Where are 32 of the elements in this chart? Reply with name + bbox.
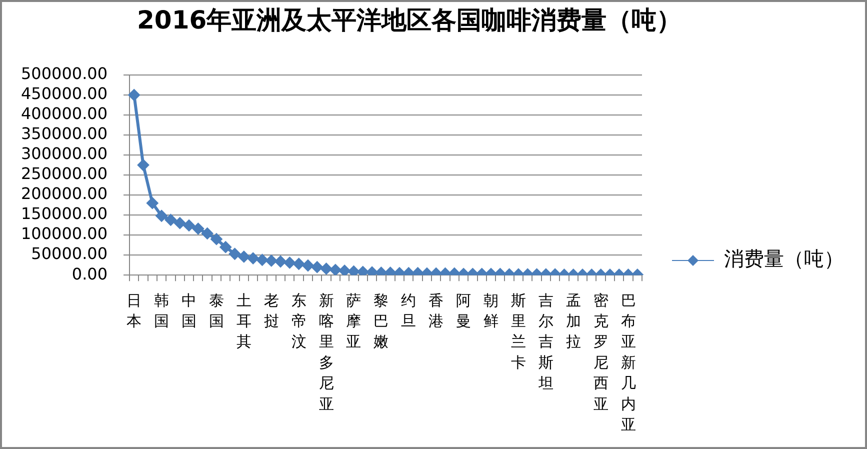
x-tick-label: 泰国 (208, 291, 224, 330)
y-tick-label: 500000.00 (20, 64, 108, 84)
legend-label: 消费量（吨） (724, 246, 844, 271)
x-tick-label: 孟加拉 (566, 291, 581, 351)
x-tick-label: 香港 (428, 291, 444, 330)
x-tick-label: 约旦 (401, 291, 416, 330)
y-tick-label: 100000.00 (20, 224, 108, 244)
x-tick-label: 吉尔吉斯坦 (537, 291, 554, 392)
x-tick-label: 韩国 (154, 291, 170, 330)
x-tick-label: 密克罗尼西亚 (593, 291, 608, 413)
x-tick-label: 土耳其 (236, 291, 252, 351)
x-tick-label: 老挝 (264, 291, 279, 330)
x-tick-label: 萨摩亚 (346, 291, 362, 351)
y-tick-label: 250000.00 (20, 164, 108, 184)
y-tick-label: 450000.00 (20, 84, 108, 104)
x-tick-label: 巴布亚新几内亚 (620, 291, 636, 434)
y-tick-label: 400000.00 (20, 104, 108, 124)
x-tick-label: 新喀里多尼亚 (318, 291, 334, 413)
x-tick-label: 中国 (182, 291, 197, 330)
y-tick-label: 300000.00 (20, 144, 108, 164)
y-tick-label: 0.00 (72, 264, 108, 284)
x-tick-label: 斯里兰卡 (510, 291, 526, 372)
y-tick-label: 350000.00 (20, 124, 108, 144)
y-tick-label: 50000.00 (31, 244, 108, 264)
x-tick-label: 日本 (126, 291, 142, 330)
x-tick-label: 朝鲜 (484, 291, 498, 330)
chart-title: 2016年亚洲及太平洋地区各国咖啡消费量（吨） (137, 6, 682, 34)
y-tick-label: 200000.00 (20, 184, 108, 204)
y-tick-label: 150000.00 (20, 204, 108, 224)
x-tick-label: 东帝汶 (291, 291, 306, 351)
x-tick-label: 黎巴嫩 (374, 291, 389, 351)
x-tick-label: 阿曼 (456, 291, 472, 330)
